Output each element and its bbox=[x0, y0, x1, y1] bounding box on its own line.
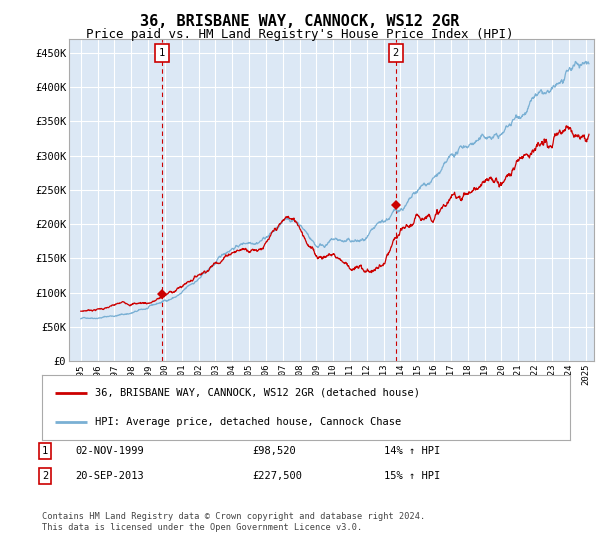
Text: £98,520: £98,520 bbox=[252, 446, 296, 456]
Text: 2: 2 bbox=[42, 471, 48, 481]
Text: Contains HM Land Registry data © Crown copyright and database right 2024.
This d: Contains HM Land Registry data © Crown c… bbox=[42, 512, 425, 532]
Text: Price paid vs. HM Land Registry's House Price Index (HPI): Price paid vs. HM Land Registry's House … bbox=[86, 28, 514, 41]
Text: 15% ↑ HPI: 15% ↑ HPI bbox=[384, 471, 440, 481]
Text: 1: 1 bbox=[42, 446, 48, 456]
Text: 14% ↑ HPI: 14% ↑ HPI bbox=[384, 446, 440, 456]
Text: 02-NOV-1999: 02-NOV-1999 bbox=[75, 446, 144, 456]
Text: 36, BRISBANE WAY, CANNOCK, WS12 2GR (detached house): 36, BRISBANE WAY, CANNOCK, WS12 2GR (det… bbox=[95, 388, 420, 398]
Text: 2: 2 bbox=[392, 48, 399, 58]
Text: £227,500: £227,500 bbox=[252, 471, 302, 481]
Text: HPI: Average price, detached house, Cannock Chase: HPI: Average price, detached house, Cann… bbox=[95, 417, 401, 427]
Text: 36, BRISBANE WAY, CANNOCK, WS12 2GR: 36, BRISBANE WAY, CANNOCK, WS12 2GR bbox=[140, 14, 460, 29]
Text: 1: 1 bbox=[159, 48, 166, 58]
Text: 20-SEP-2013: 20-SEP-2013 bbox=[75, 471, 144, 481]
